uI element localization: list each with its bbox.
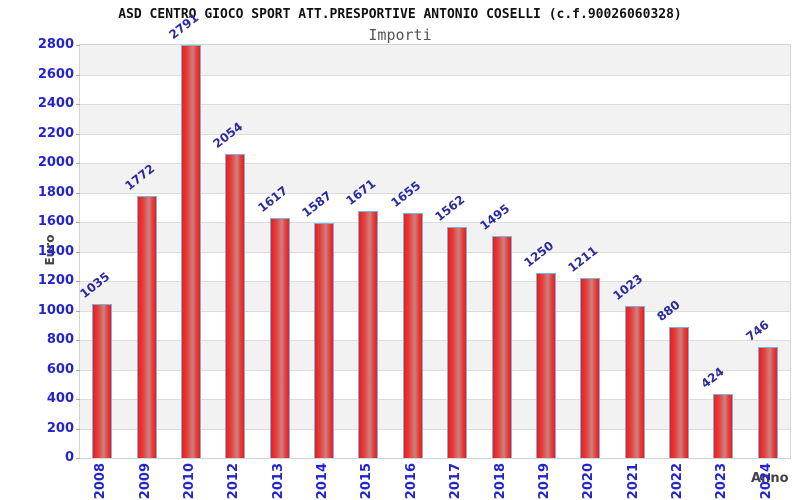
gridline [80,311,790,312]
gridline [80,163,790,164]
y-axis-tick [76,163,80,164]
chart-title: ASD CENTRO GIOCO SPORT ATT.PRESPORTIVE A… [118,7,682,22]
y-axis-tick-label: 2200 [37,126,74,141]
bar [758,347,778,458]
y-axis-tick [76,104,80,105]
y-axis-tick [76,193,80,194]
y-axis-tick [76,45,80,46]
gridline [80,281,790,282]
gridline [80,193,790,194]
y-axis-tick-label: 1000 [37,303,74,318]
x-axis-title: Anno [751,471,789,486]
bar [358,211,378,458]
x-axis-tick-label: 2020 [581,463,596,500]
bar [492,236,512,458]
bar [625,306,645,458]
y-axis-tick [76,370,80,371]
bar [580,278,600,458]
bar [225,154,245,458]
bar [137,196,157,458]
x-axis-tick-label: 2014 [315,463,330,500]
chart-subtitle: Importi [368,26,432,44]
y-axis-tick [76,399,80,400]
y-axis-tick-label: 2600 [37,67,74,82]
bar [92,304,112,458]
bar [669,327,689,458]
bar [536,273,556,458]
y-axis-tick-label: 600 [46,362,74,377]
x-axis-tick-label: 2023 [714,463,729,500]
x-axis-tick-label: 2017 [448,463,463,500]
gridline [80,104,790,105]
y-axis-tick [76,252,80,253]
gridline [80,340,790,341]
bar [403,213,423,458]
x-axis-tick-label: 2010 [182,463,197,500]
gridline [80,222,790,223]
y-axis-tick-label: 1400 [37,244,74,259]
bar [314,223,334,458]
y-axis-tick [76,340,80,341]
y-axis-tick [76,458,80,459]
y-axis-tick-label: 800 [46,332,74,347]
bar [713,394,733,458]
gridline [80,75,790,76]
gridline [80,399,790,400]
x-axis-tick-label: 2019 [537,463,552,500]
x-axis-tick-label: 2009 [138,463,153,500]
gridline [80,370,790,371]
y-axis-tick-label: 400 [46,391,74,406]
y-axis-tick-label: 2800 [37,37,74,52]
y-axis-tick-label: 1600 [37,214,74,229]
y-axis-tick-label: 2400 [37,96,74,111]
x-axis-tick-label: 2012 [226,463,241,500]
x-axis-tick-label: 2015 [359,463,374,500]
y-axis-tick-label: 200 [46,421,74,436]
x-axis-tick-label: 2008 [93,463,108,500]
x-axis-tick-label: 2022 [670,463,685,500]
y-axis-tick-label: 1800 [37,185,74,200]
y-axis-tick [76,134,80,135]
y-axis-tick-label: 0 [64,450,74,465]
bar [181,45,201,458]
bar [270,218,290,458]
gridline [80,252,790,253]
plot-area [80,45,790,458]
y-axis-tick [76,222,80,223]
x-axis-tick-label: 2018 [493,463,508,500]
y-axis-tick [76,429,80,430]
y-axis-tick-label: 1200 [37,273,74,288]
y-axis-tick [76,281,80,282]
gridline [80,134,790,135]
x-axis-tick-label: 2021 [626,463,641,500]
y-axis-tick [76,75,80,76]
x-axis-tick-label: 2024 [759,463,774,500]
y-axis-tick-label: 2000 [37,155,74,170]
x-axis-tick-label: 2013 [271,463,286,500]
gridline [80,429,790,430]
y-axis-tick [76,311,80,312]
bar [447,227,467,458]
x-axis-tick-label: 2016 [404,463,419,500]
